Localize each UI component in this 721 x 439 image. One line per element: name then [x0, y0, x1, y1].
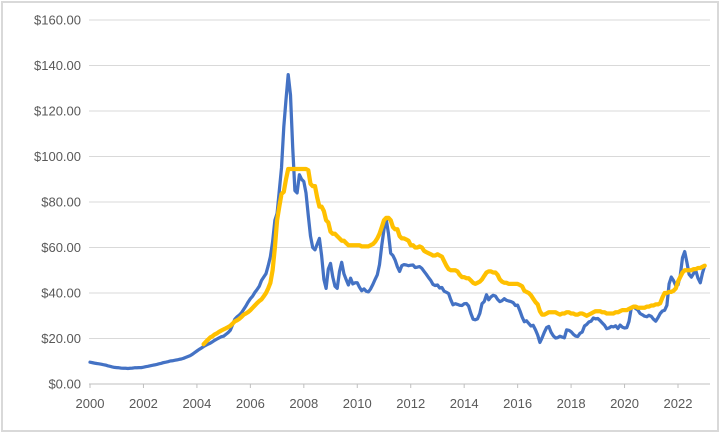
chart-border [1, 1, 719, 432]
blue-price-line [88, 72, 707, 371]
x-axis-label: 2018 [557, 396, 586, 411]
x-axis-label: 2016 [503, 396, 532, 411]
y-axis-label: $120.00 [34, 104, 81, 119]
y-axis-label: $140.00 [34, 58, 81, 73]
x-axis-label: 2002 [129, 396, 158, 411]
y-axis-label: $80.00 [41, 195, 81, 210]
x-axis-label: 2000 [76, 396, 105, 411]
x-axis-label: 2004 [182, 396, 211, 411]
x-axis-label: 2008 [289, 396, 318, 411]
y-axis-label: $100.00 [34, 149, 81, 164]
x-axis-label: 2006 [236, 396, 265, 411]
y-axis-label: $60.00 [41, 240, 81, 255]
x-axis-label: 2020 [610, 396, 639, 411]
y-axis-label: $40.00 [41, 286, 81, 301]
x-axis-label: 2014 [450, 396, 479, 411]
y-axis-label: $0.00 [48, 377, 81, 392]
x-axis-label: 2022 [664, 396, 693, 411]
y-axis-label: $160.00 [34, 13, 81, 28]
x-axis-label: 2010 [343, 396, 372, 411]
y-axis-label: $20.00 [41, 331, 81, 346]
x-axis-label: 2012 [396, 396, 425, 411]
gold-price-line [201, 166, 707, 347]
